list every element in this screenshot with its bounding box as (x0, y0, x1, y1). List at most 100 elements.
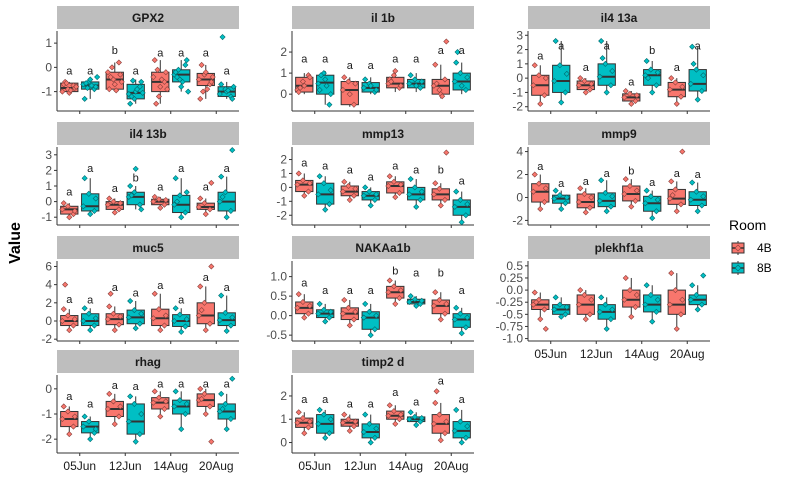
data-point (577, 287, 584, 294)
data-point (575, 82, 582, 89)
box-14Aug-8B (406, 72, 426, 93)
box-05Jun-8B (80, 413, 100, 443)
data-point (406, 80, 413, 87)
data-point (229, 314, 236, 321)
data-point (413, 82, 420, 89)
significance-letter: b (133, 172, 139, 184)
data-point (390, 283, 397, 290)
box-14Aug-8B (406, 176, 426, 210)
data-point (366, 308, 373, 315)
data-point (672, 79, 679, 86)
data-point (581, 291, 588, 298)
data-point (128, 192, 135, 199)
data-point (111, 81, 118, 88)
data-point (642, 301, 649, 308)
data-point (345, 304, 352, 311)
data-point (439, 93, 446, 100)
data-point (417, 84, 424, 91)
data-point (151, 57, 158, 64)
data-point (385, 182, 392, 190)
y-tick-label: 0.5 (506, 259, 523, 273)
data-point (339, 310, 346, 317)
significance-letter: a (178, 47, 185, 59)
data-point (694, 208, 701, 215)
data-point (197, 385, 204, 392)
data-point (672, 287, 679, 294)
data-point (60, 403, 67, 410)
box-12Jun-8B (125, 393, 145, 445)
significance-letter: a (301, 54, 308, 66)
y-tick-label: 0 (45, 60, 52, 74)
significance-letter: a (413, 268, 420, 280)
significance-letter: a (459, 176, 466, 188)
data-point (71, 316, 78, 323)
data-point (607, 203, 614, 210)
box-20Aug-8B (216, 147, 236, 221)
box-12Jun-8B (360, 411, 380, 446)
data-point (537, 100, 544, 107)
data-point (131, 307, 138, 314)
data-point (653, 308, 660, 315)
box-12Jun-8B (360, 184, 380, 209)
data-point (155, 394, 162, 401)
box-20Aug-8B (216, 292, 236, 335)
data-point (654, 69, 661, 76)
data-point (453, 304, 460, 311)
significance-letter: a (157, 280, 164, 292)
y-tick-label: 0 (280, 436, 287, 450)
panel-strip (292, 122, 474, 145)
data-point (371, 434, 378, 441)
data-point (362, 300, 369, 307)
data-point (326, 430, 333, 437)
data-point (59, 88, 66, 95)
data-point (436, 296, 443, 304)
significance-letter: a (347, 399, 354, 411)
data-point (127, 100, 134, 107)
data-point (306, 302, 313, 309)
data-point (59, 416, 66, 423)
data-point (558, 99, 565, 106)
data-point (138, 206, 145, 213)
data-point (602, 60, 609, 67)
data-point (388, 78, 395, 85)
data-point (183, 400, 190, 407)
data-point (621, 94, 628, 101)
data-point (577, 185, 584, 192)
data-point (326, 314, 333, 321)
data-point (535, 72, 542, 79)
y-tick-label: 2 (280, 153, 287, 167)
data-point (66, 214, 73, 221)
data-point (418, 188, 425, 195)
data-point (556, 301, 563, 308)
data-point (582, 89, 589, 96)
data-point (218, 173, 225, 180)
y-tick-label: 0 (45, 195, 52, 209)
box-20Aug-4B (195, 263, 215, 334)
box-iqr (196, 302, 215, 325)
y-tick-label: 0 (45, 382, 52, 396)
data-point (621, 191, 628, 198)
y-tick-label: 1 (280, 66, 287, 80)
data-point (633, 291, 640, 298)
data-point (227, 322, 234, 329)
significance-letter: a (301, 158, 308, 170)
significance-letter: a (438, 45, 445, 57)
box-20Aug-4B (430, 388, 450, 444)
data-point (632, 197, 639, 204)
data-point (162, 398, 169, 405)
data-point (626, 287, 633, 294)
panel-title: rhag (135, 355, 161, 369)
data-point (687, 296, 694, 303)
data-point (222, 189, 229, 196)
box-20Aug-8B (451, 304, 471, 337)
y-tick-label: -0.5 (502, 307, 523, 321)
data-point (418, 415, 425, 422)
data-point (598, 294, 605, 301)
data-point (341, 74, 348, 81)
box-14Aug-4B (621, 274, 641, 320)
significance-letter: a (558, 41, 565, 53)
panel-strip (528, 236, 710, 259)
box-12Jun-4B (104, 59, 125, 94)
data-point (628, 203, 635, 210)
significance-letter: a (674, 62, 681, 74)
